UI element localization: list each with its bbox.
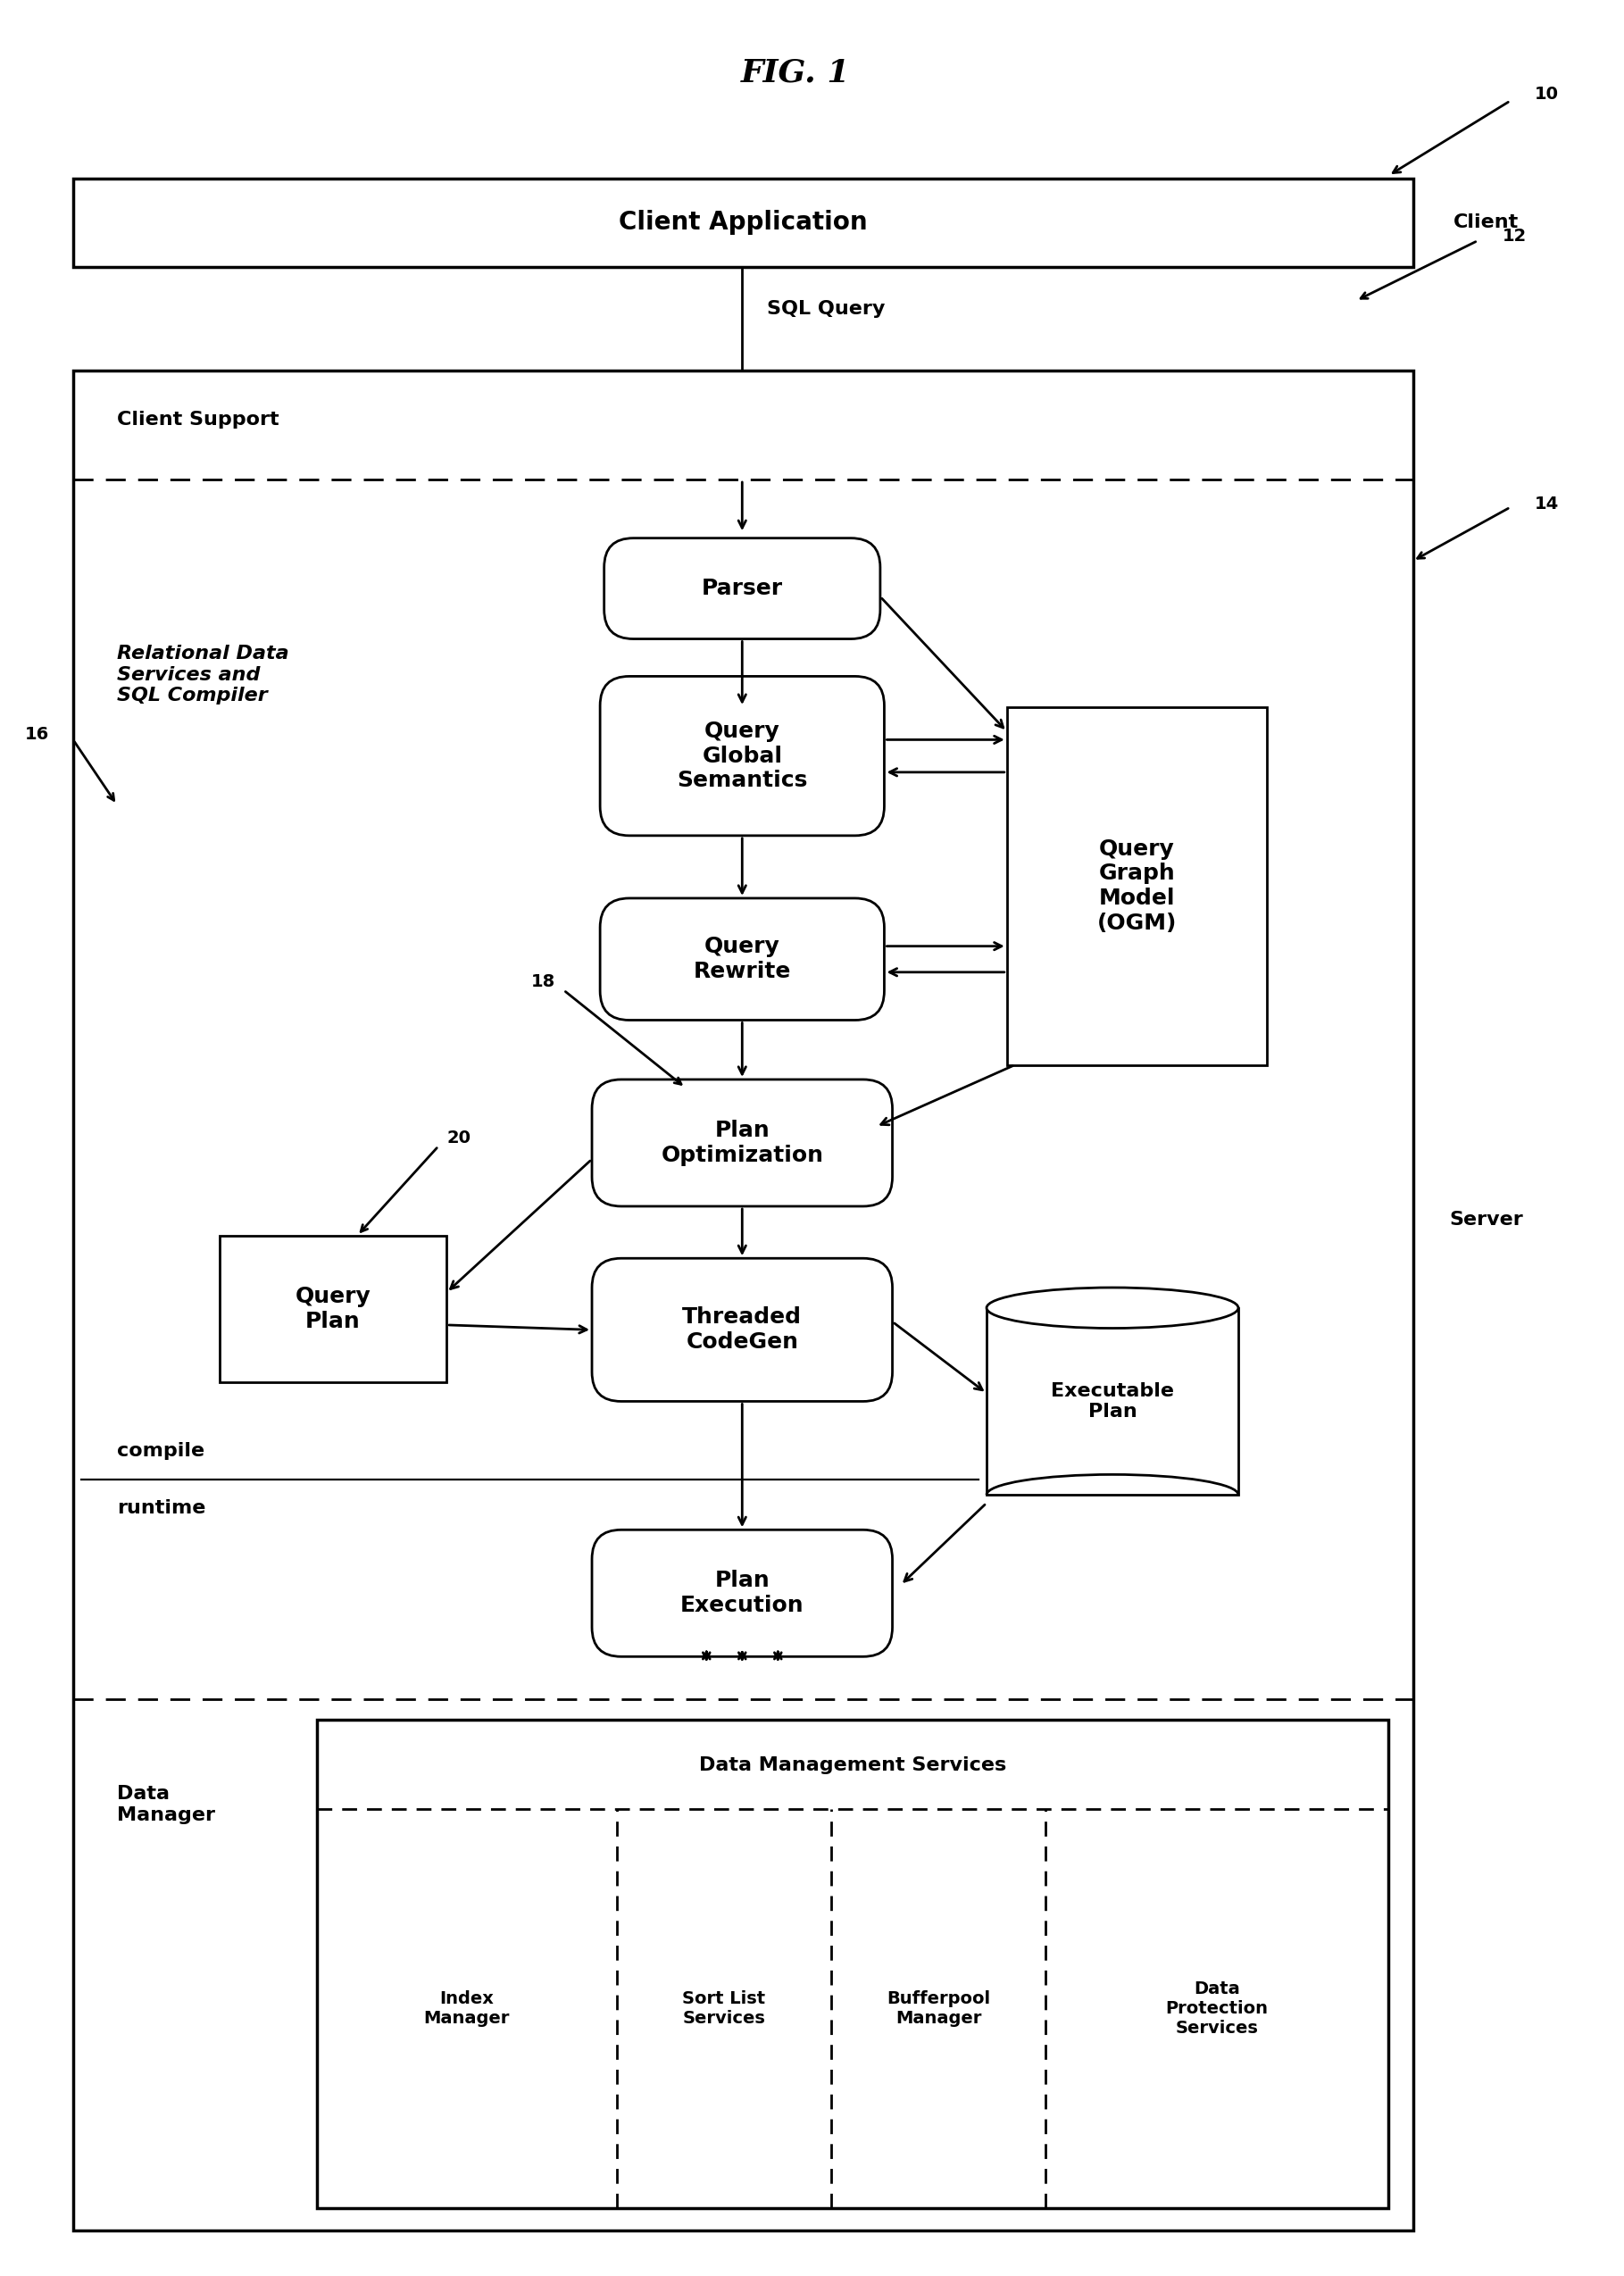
Text: 16: 16 (24, 726, 49, 744)
Text: Data
Manager: Data Manager (117, 1784, 214, 1823)
FancyBboxPatch shape (986, 1309, 1237, 1495)
Text: Parser: Parser (702, 578, 783, 599)
Text: Query
Rewrite: Query Rewrite (693, 935, 791, 983)
FancyBboxPatch shape (601, 899, 885, 1020)
Text: Server: Server (1449, 1211, 1523, 1229)
Text: 20: 20 (447, 1129, 471, 1147)
FancyBboxPatch shape (601, 676, 885, 835)
FancyBboxPatch shape (219, 1236, 447, 1382)
Text: Data Management Services: Data Management Services (698, 1757, 1007, 1775)
Text: Client: Client (1453, 214, 1518, 232)
Text: Query
Global
Semantics: Query Global Semantics (677, 721, 807, 792)
Ellipse shape (986, 1288, 1237, 1329)
FancyBboxPatch shape (593, 1259, 893, 1402)
Text: compile: compile (117, 1443, 205, 1459)
Text: Plan
Optimization: Plan Optimization (661, 1120, 823, 1165)
Text: Data
Protection
Services: Data Protection Services (1166, 1980, 1268, 2037)
Text: Relational Data
Services and
SQL Compiler: Relational Data Services and SQL Compile… (117, 644, 289, 703)
Text: SQL Query: SQL Query (767, 300, 885, 319)
Text: 18: 18 (531, 974, 555, 990)
FancyBboxPatch shape (593, 1529, 893, 1657)
Text: 12: 12 (1502, 228, 1527, 244)
FancyBboxPatch shape (593, 1079, 893, 1206)
Text: 10: 10 (1535, 86, 1559, 102)
Text: 14: 14 (1535, 496, 1559, 512)
FancyBboxPatch shape (1007, 708, 1267, 1065)
Text: Bufferpool
Manager: Bufferpool Manager (887, 1989, 991, 2028)
Text: Index
Manager: Index Manager (424, 1989, 510, 2028)
Text: Plan
Execution: Plan Execution (680, 1570, 804, 1616)
FancyBboxPatch shape (73, 180, 1413, 266)
FancyBboxPatch shape (73, 371, 1413, 2230)
Text: Executable
Plan: Executable Plan (1051, 1382, 1174, 1420)
Text: FIG. 1: FIG. 1 (741, 57, 851, 89)
Text: Sort List
Services: Sort List Services (682, 1989, 765, 2028)
Text: Query
Plan: Query Plan (296, 1286, 370, 1331)
FancyBboxPatch shape (317, 1721, 1389, 2208)
Text: Client Application: Client Application (619, 209, 867, 234)
Text: runtime: runtime (117, 1500, 206, 1516)
Text: Threaded
CodeGen: Threaded CodeGen (682, 1306, 802, 1352)
Text: Query
Graph
Model
(OGM): Query Graph Model (OGM) (1096, 838, 1177, 933)
Text: Client Support: Client Support (117, 410, 279, 428)
FancyBboxPatch shape (604, 537, 880, 640)
